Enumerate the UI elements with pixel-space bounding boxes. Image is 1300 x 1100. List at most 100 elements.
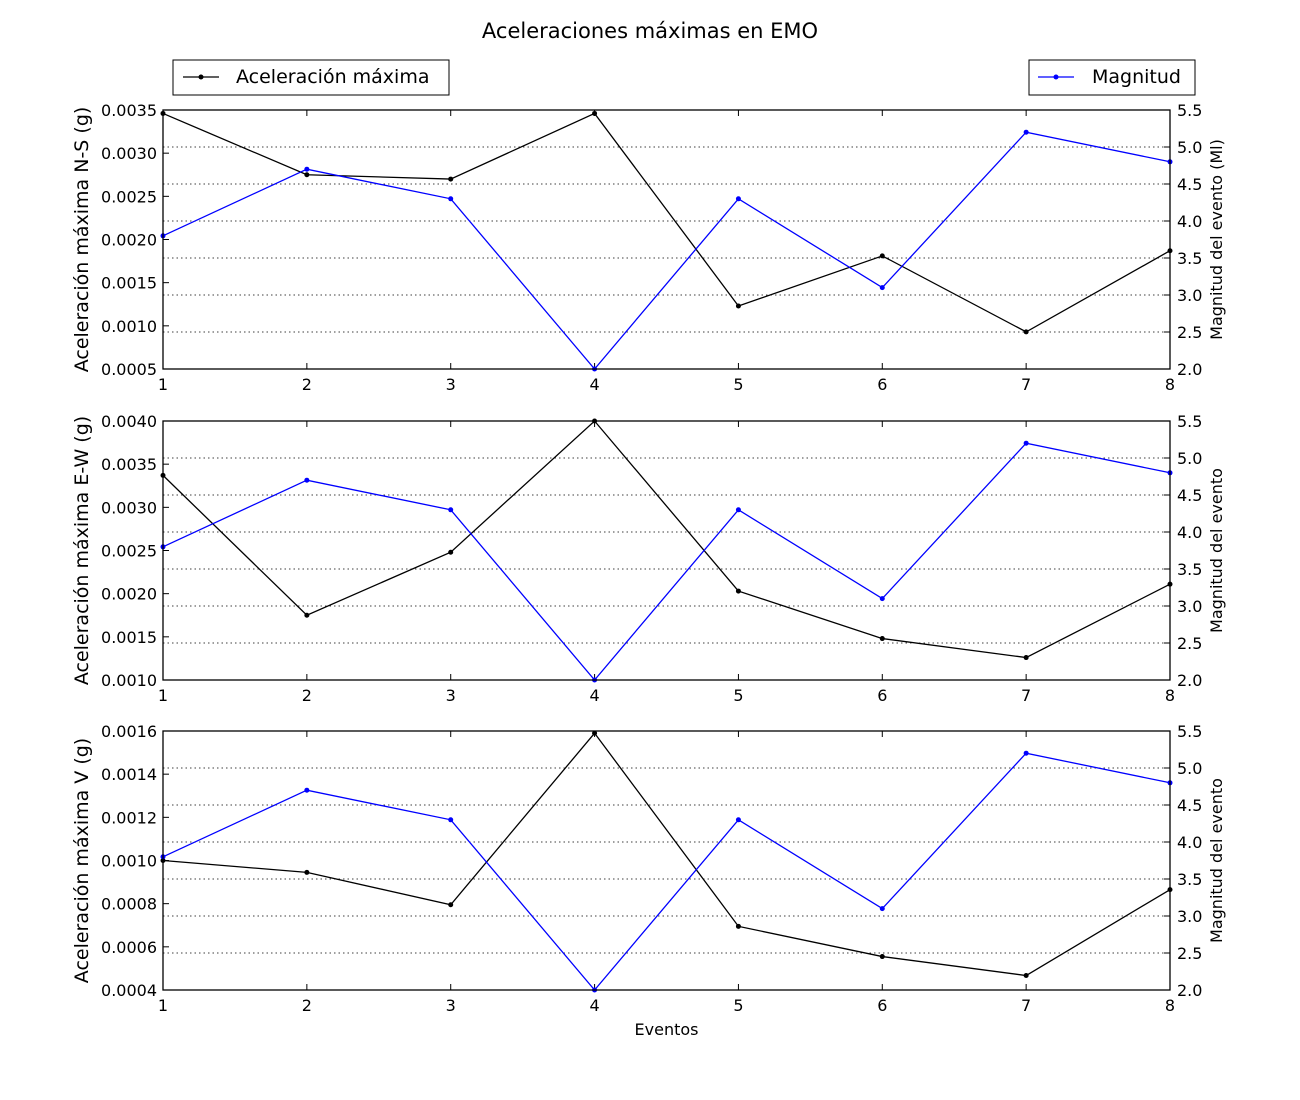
y2-tick-label: 2.0 bbox=[1177, 360, 1202, 379]
subplot-2: 2.0 2.5 3.0 3.5 4.0 4.5 5.0 5.5 0.0010 0.0015 0.00… bbox=[71, 412, 1226, 705]
magnitude-point bbox=[879, 906, 885, 912]
x-tick-label: 2 bbox=[302, 375, 312, 394]
legend-magnitude-label: Magnitud bbox=[1092, 66, 1181, 88]
acceleration-line bbox=[162, 112, 1171, 333]
x-tick-label: 4 bbox=[589, 996, 599, 1015]
acceleration-point bbox=[304, 172, 310, 178]
y2-tick-label: 2.5 bbox=[1177, 634, 1202, 653]
y2-tick-label: 2.0 bbox=[1177, 671, 1202, 690]
acceleration-point bbox=[304, 869, 310, 875]
x-tick-label: 7 bbox=[1021, 686, 1031, 705]
acceleration-point bbox=[1023, 655, 1029, 661]
x-tick-label: 8 bbox=[1165, 375, 1175, 394]
subplot-3: 2.0 2.5 3.0 3.5 4.0 4.5 5.0 5.5 0.0004 0.0006 0.00… bbox=[71, 722, 1226, 1039]
y2-tick-label: 3.0 bbox=[1177, 286, 1202, 305]
magnitude-point bbox=[448, 817, 454, 823]
magnitude-point bbox=[735, 196, 741, 202]
y-tick-label: 0.0020 bbox=[101, 585, 157, 604]
y2-tick-label: 5.0 bbox=[1177, 449, 1202, 468]
magnitude-line bbox=[162, 752, 1171, 992]
acceleration-point bbox=[879, 636, 885, 642]
y-tick-label: 0.0035 bbox=[101, 455, 157, 474]
acceleration-point bbox=[448, 902, 454, 908]
x-tick-label: 6 bbox=[877, 686, 887, 705]
acceleration-point bbox=[879, 954, 885, 960]
figure-title: Aceleraciones máximas en EMO bbox=[482, 19, 818, 43]
magnitude-point bbox=[735, 507, 741, 513]
legend-magnitude: Magnitud bbox=[1028, 59, 1196, 96]
y-tick-label: 0.0010 bbox=[101, 852, 157, 871]
magnitude-point bbox=[1023, 440, 1029, 446]
acceleration-point bbox=[448, 549, 454, 555]
magnitude-point bbox=[448, 507, 454, 513]
y-tick-label: 0.0040 bbox=[101, 412, 157, 431]
y-tick-label: 0.0035 bbox=[101, 101, 157, 120]
y-tick-label: 0.0020 bbox=[101, 231, 157, 250]
y2-tick-label: 2.0 bbox=[1177, 981, 1202, 1000]
y2-tick-label: 4.5 bbox=[1177, 486, 1202, 505]
magnitude-point bbox=[1023, 129, 1029, 135]
y-tick-label: 0.0025 bbox=[101, 187, 157, 206]
x-tick-label: 1 bbox=[158, 686, 168, 705]
magnitude-point bbox=[448, 196, 454, 202]
y2-tick-label: 5.5 bbox=[1177, 412, 1202, 431]
y2-axis-label: Magnitud del evento bbox=[1207, 468, 1226, 633]
magnitude-point bbox=[879, 596, 885, 602]
magnitude-point bbox=[879, 285, 885, 291]
acceleration-point bbox=[879, 253, 885, 259]
magnitude-point bbox=[735, 817, 741, 823]
y2-tick-label: 3.5 bbox=[1177, 560, 1202, 579]
y-tick-label: 0.0010 bbox=[101, 317, 157, 336]
x-tick-label: 6 bbox=[877, 996, 887, 1015]
acceleration-point bbox=[592, 730, 598, 736]
y2-tick-label: 5.5 bbox=[1177, 101, 1202, 120]
x-axis-label: Eventos bbox=[635, 1020, 699, 1039]
x-tick-label: 3 bbox=[446, 686, 456, 705]
y2-tick-label: 4.0 bbox=[1177, 212, 1202, 231]
plot-frame bbox=[162, 420, 1171, 681]
x-tick-label: 6 bbox=[877, 375, 887, 394]
acceleration-point bbox=[592, 110, 598, 116]
x-tick-label: 5 bbox=[733, 996, 743, 1015]
x-tick-label: 2 bbox=[302, 996, 312, 1015]
y-tick-label: 0.0004 bbox=[101, 981, 157, 1000]
subplots: 2.0 2.5 3.0 3.5 4.0 4.5 5.0 5.5 0.0005 0.0010 0.00… bbox=[71, 101, 1226, 1039]
y-tick-label: 0.0010 bbox=[101, 671, 157, 690]
acceleration-line bbox=[162, 420, 1171, 659]
magnitude-point bbox=[1023, 750, 1029, 756]
acceleration-point bbox=[735, 923, 741, 929]
x-tick-label: 1 bbox=[158, 375, 168, 394]
acceleration-point bbox=[735, 303, 741, 309]
y-axis-label: Aceleración máxima V (g) bbox=[71, 738, 93, 983]
x-tick-label: 7 bbox=[1021, 996, 1031, 1015]
y2-tick-label: 2.5 bbox=[1177, 323, 1202, 342]
y2-tick-label: 3.5 bbox=[1177, 249, 1202, 268]
legend-acceleration-label: Aceleración máxima bbox=[236, 66, 429, 88]
y2-tick-label: 5.0 bbox=[1177, 138, 1202, 157]
y-tick-label: 0.0015 bbox=[101, 274, 157, 293]
x-tick-label: 5 bbox=[733, 686, 743, 705]
y2-tick-label: 4.5 bbox=[1177, 796, 1202, 815]
magnitude-point bbox=[304, 166, 310, 172]
acceleration-point bbox=[735, 588, 741, 594]
x-tick-label: 8 bbox=[1165, 686, 1175, 705]
y-tick-label: 0.0030 bbox=[101, 144, 157, 163]
y-axis-label: Aceleración máxima N-S (g) bbox=[71, 107, 93, 373]
y-tick-label: 0.0015 bbox=[101, 628, 157, 647]
y2-tick-label: 4.0 bbox=[1177, 523, 1202, 542]
acceleration-point bbox=[1023, 973, 1029, 979]
x-tick-label: 7 bbox=[1021, 375, 1031, 394]
legend-acceleration: Aceleración máxima bbox=[172, 59, 450, 96]
y-tick-label: 0.0014 bbox=[101, 765, 157, 784]
y-tick-label: 0.0005 bbox=[101, 360, 157, 379]
subplot-1: 2.0 2.5 3.0 3.5 4.0 4.5 5.0 5.5 0.0005 0.0010 0.00… bbox=[71, 101, 1226, 394]
x-tick-label: 3 bbox=[446, 996, 456, 1015]
y-tick-label: 0.0025 bbox=[101, 542, 157, 561]
y-tick-label: 0.0030 bbox=[101, 498, 157, 517]
x-tick-label: 8 bbox=[1165, 996, 1175, 1015]
x-tick-label: 5 bbox=[733, 375, 743, 394]
x-tick-label: 2 bbox=[302, 686, 312, 705]
y2-tick-label: 3.0 bbox=[1177, 597, 1202, 616]
